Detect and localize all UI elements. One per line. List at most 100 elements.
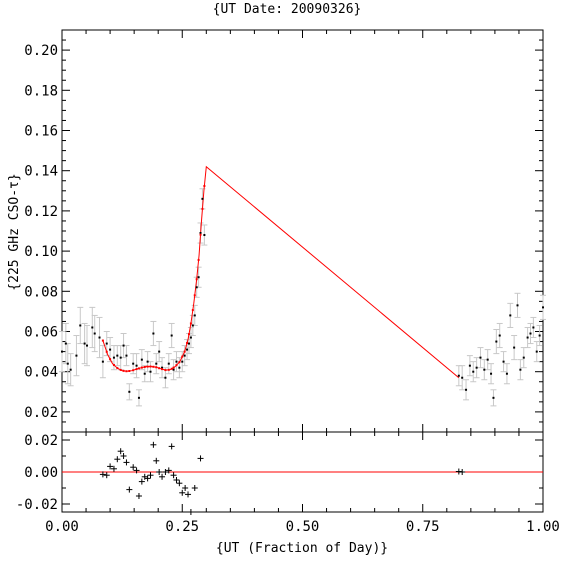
residual-point: [156, 469, 163, 475]
residual-point: [107, 463, 114, 470]
fit-marker: [135, 368, 138, 371]
data-point: [457, 374, 460, 377]
chart-title: {UT Date: 20090326}: [213, 2, 362, 17]
data-point: [495, 340, 498, 343]
fit-marker: [186, 341, 189, 344]
fit-marker: [167, 368, 170, 371]
residual-point: [176, 480, 183, 487]
data-point: [105, 342, 108, 345]
residual-point: [191, 485, 198, 491]
fit-marker: [112, 363, 115, 366]
main-panel: 0.02 0.04 0.06 0.08 0.10 0.12 0.14 0.16 0.18 0.20: [24, 29, 546, 433]
data-point: [178, 366, 181, 369]
data-point: [183, 354, 186, 357]
data-point: [465, 388, 468, 391]
residual-point: [173, 477, 180, 483]
residual-point: [185, 491, 192, 498]
data-point: [86, 344, 89, 347]
data-point: [170, 334, 173, 337]
fit-marker: [178, 361, 181, 364]
fit-marker: [195, 278, 198, 281]
y-tick-label: 0.18: [24, 83, 58, 99]
residual-point: [126, 486, 133, 493]
data-point: [522, 356, 525, 359]
data-point: [502, 360, 505, 363]
fit-marker: [191, 309, 194, 312]
fit-marker: [181, 355, 184, 358]
fit-marker: [193, 294, 196, 297]
data-point: [143, 372, 146, 375]
fit-marker: [201, 207, 204, 210]
residual-point: [153, 457, 160, 464]
fit-marker: [203, 184, 206, 187]
fit-marker: [146, 365, 149, 368]
y-tick-label: 0.12: [24, 204, 58, 220]
residual-panel: 0.00 0.25 0.50 0.75 1.00 0.02 0.00 -0.02: [16, 431, 560, 535]
residual-point: [133, 467, 140, 474]
residual-point: [459, 469, 466, 475]
data-point: [161, 366, 164, 369]
fit-marker: [189, 322, 192, 325]
data-point: [498, 334, 501, 337]
data-point: [189, 336, 192, 339]
data-point: [98, 336, 101, 339]
x-tick-label: 0.00: [45, 519, 79, 535]
fit-marker: [155, 366, 158, 369]
residual-point: [99, 471, 106, 478]
data-point: [468, 364, 471, 367]
residual-point: [159, 473, 166, 480]
data-point: [75, 354, 78, 357]
data-point: [203, 234, 206, 237]
data-point: [475, 366, 478, 369]
data-point: [535, 350, 538, 353]
data-point: [479, 356, 482, 359]
y-tick-label: 0.10: [24, 244, 58, 260]
residual-point: [179, 489, 186, 496]
data-point: [193, 314, 196, 317]
data-point: [122, 344, 125, 347]
fit-marker: [132, 369, 135, 372]
residual-point: [197, 455, 204, 462]
residual-point: [168, 443, 175, 450]
data-point: [116, 354, 119, 357]
data-point: [128, 390, 131, 393]
residual-point: [144, 475, 151, 482]
y-tick-label: 0.16: [24, 124, 58, 140]
fit-marker: [116, 367, 119, 370]
residual-point: [117, 448, 124, 455]
residual-point: [165, 467, 172, 474]
data-point: [509, 314, 512, 317]
residual-point: [123, 459, 130, 466]
data-point: [461, 376, 464, 379]
residual-point: [150, 441, 157, 448]
fit-marker: [170, 367, 173, 370]
data-point: [519, 368, 522, 371]
residual-point: [130, 464, 137, 471]
data-point: [69, 368, 72, 371]
data-point: [135, 364, 138, 367]
fit-marker: [101, 339, 104, 342]
data-point: [149, 370, 152, 373]
data-point: [191, 324, 194, 327]
data-point: [167, 362, 170, 365]
data-point: [486, 358, 489, 361]
fit-marker: [122, 369, 125, 372]
y-tick-label: 0.14: [24, 164, 58, 180]
data-point: [119, 356, 122, 359]
fit-marker: [128, 369, 131, 372]
x-tick-label: 0.50: [286, 519, 320, 535]
residual-point: [170, 472, 177, 479]
fit-marker: [187, 333, 190, 336]
y-tick-label: 0.02: [24, 405, 58, 421]
data-point: [186, 348, 189, 351]
data-point: [101, 360, 104, 363]
data-point: [490, 372, 493, 375]
fit-marker: [105, 350, 108, 353]
residual-point: [147, 472, 154, 479]
x-axis-title: {UT (Fraction of Day)}: [216, 541, 388, 556]
fit-marker: [149, 365, 152, 368]
data-point: [158, 350, 161, 353]
data-point: [175, 360, 178, 363]
resid-y-tick-label: 0.02: [24, 433, 58, 449]
